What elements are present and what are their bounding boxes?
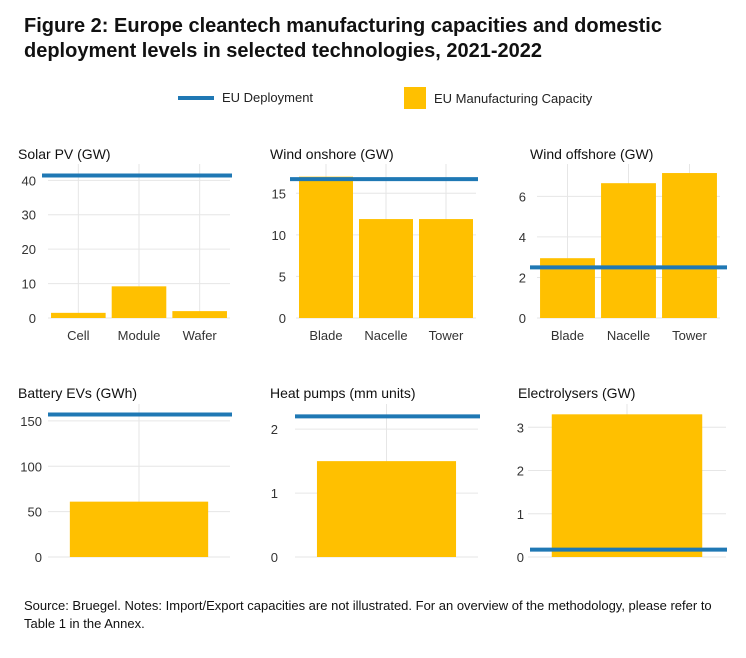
x-tick-label: Nacelle: [607, 328, 650, 343]
y-tick-label: 0: [517, 550, 524, 565]
y-tick-label: 0: [519, 311, 526, 326]
y-tick-label: 4: [519, 230, 526, 245]
bar-manufacturing: [51, 312, 106, 318]
x-tick-label: Nacelle: [364, 328, 407, 343]
bar-manufacturing: [359, 219, 413, 318]
y-tick-label: 0: [35, 550, 42, 565]
y-tick-label: 1: [517, 507, 524, 522]
y-tick-label: 0: [29, 311, 36, 326]
y-tick-label: 100: [20, 459, 42, 474]
bar-manufacturing: [69, 501, 209, 557]
x-tick-label: Blade: [309, 328, 342, 343]
bar-manufacturing: [419, 219, 473, 318]
chart-title-wind-offshore: Wind offshore (GW): [530, 146, 654, 162]
y-tick-label: 15: [272, 186, 286, 201]
y-tick-label: 2: [271, 422, 278, 437]
y-tick-label: 40: [22, 173, 36, 188]
y-tick-label: 1: [271, 486, 278, 501]
y-tick-label: 0: [279, 311, 286, 326]
y-tick-label: 0: [271, 550, 278, 565]
y-tick-label: 30: [22, 208, 36, 223]
chart-title-battery-evs: Battery EVs (GWh): [18, 385, 138, 401]
source-note: Source: Bruegel. Notes: Import/Export ca…: [24, 598, 712, 631]
x-tick-label: Module: [118, 328, 161, 343]
y-tick-label: 150: [20, 414, 42, 429]
y-tick-label: 10: [22, 277, 36, 292]
chart-title-solar-pv: Solar PV (GW): [18, 146, 111, 162]
figure-title: Figure 2: Europe cleantech manufacturing…: [24, 15, 662, 62]
bar-manufacturing: [111, 286, 167, 318]
bar-manufacturing: [299, 176, 353, 318]
chart-title-heat-pumps: Heat pumps (mm units): [270, 385, 416, 401]
x-tick-label: Wafer: [183, 328, 218, 343]
x-tick-label: Blade: [551, 328, 584, 343]
chart-title-electrolysers: Electrolysers (GW): [518, 385, 636, 401]
x-tick-label: Tower: [429, 328, 464, 343]
y-tick-label: 3: [517, 420, 524, 435]
y-tick-label: 2: [519, 270, 526, 285]
y-tick-label: 10: [272, 228, 286, 243]
bar-manufacturing: [172, 311, 227, 318]
y-tick-label: 20: [22, 242, 36, 257]
y-tick-label: 2: [517, 464, 524, 479]
y-tick-label: 6: [519, 189, 526, 204]
x-tick-label: Tower: [672, 328, 707, 343]
x-tick-label: Cell: [67, 328, 90, 343]
y-tick-label: 5: [279, 269, 286, 284]
bar-manufacturing: [601, 183, 656, 318]
bar-manufacturing: [662, 173, 717, 318]
bar-manufacturing: [316, 461, 457, 557]
bar-manufacturing: [551, 414, 703, 557]
y-tick-label: 50: [28, 505, 42, 520]
chart-title-wind-onshore: Wind onshore (GW): [270, 146, 394, 162]
